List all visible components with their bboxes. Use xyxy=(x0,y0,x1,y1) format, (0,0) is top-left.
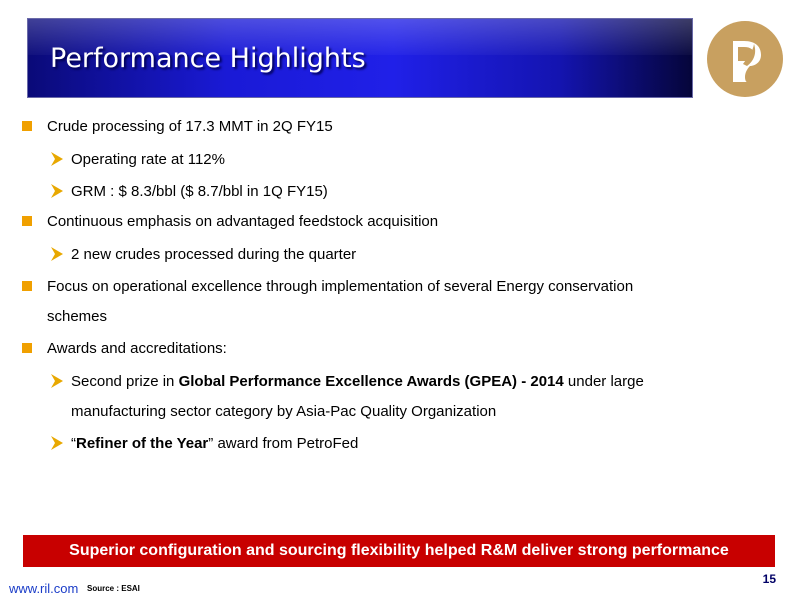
website-link[interactable]: www.ril.com xyxy=(9,581,79,596)
summary-banner: Superior configuration and sourcing flex… xyxy=(23,535,775,567)
bullet-square-icon xyxy=(22,343,32,353)
reliance-logo-icon xyxy=(707,21,783,97)
arrow-bullet-icon xyxy=(51,152,63,166)
arrow-bullet-icon xyxy=(51,436,63,450)
arrow-bullet-icon xyxy=(51,247,63,261)
page-number: 15 xyxy=(762,572,776,586)
arrow-bullet-icon xyxy=(51,184,63,198)
bullet-square-icon xyxy=(22,216,32,226)
bullet-square-icon xyxy=(22,281,32,291)
title-bar: Performance Highlights xyxy=(27,18,693,98)
page-title: Performance Highlights xyxy=(50,43,366,74)
source-note: Source : ESAI xyxy=(87,584,140,593)
arrow-bullet-icon xyxy=(51,374,63,388)
bullet-square-icon xyxy=(22,121,32,131)
